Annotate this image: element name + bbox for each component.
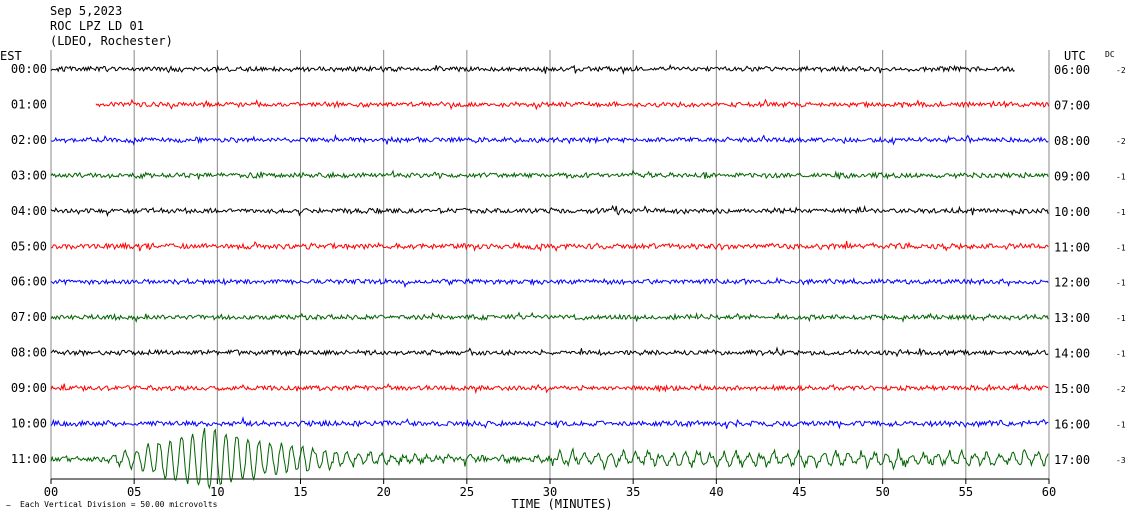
dc-offset-value: -1	[1116, 421, 1126, 430]
footnote-marker: ~	[6, 501, 11, 510]
x-tick-label-60: 60	[1042, 485, 1056, 499]
dc-offset-value: -3	[1116, 456, 1126, 465]
est-hour-label: 02:00	[11, 133, 47, 147]
dc-offset-value: -1	[1116, 350, 1126, 359]
recording-date: Sep 5,2023	[50, 4, 123, 18]
est-hour-label: 08:00	[11, 346, 47, 360]
x-tick-label-20: 20	[376, 485, 390, 499]
utc-hour-labels: 06:00 07:00 08:00 09:00 10:00 11:00 12:00 13:00…	[1054, 63, 1090, 467]
est-hour-label: 04:00	[11, 204, 47, 218]
trace-1000	[50, 204, 1049, 218]
dc-label: DC	[1105, 50, 1115, 59]
utc-hour-label: 12:00	[1054, 276, 1090, 290]
utc-hour-label: 10:00	[1054, 205, 1090, 219]
dc-offset-labels: -2 -2 -1 -1 -1 -1 -1 -1 -2 -1 -3	[1116, 66, 1126, 465]
trace-0600	[50, 64, 1015, 75]
utc-hour-label: 15:00	[1054, 382, 1090, 396]
x-tick-label-30: 30	[543, 485, 557, 499]
seismogram-traces	[50, 64, 1050, 490]
dc-offset-value: -2	[1116, 66, 1126, 75]
x-tick-labels: 00 05 10 15 20 25 30 35 40 45 50 55 60	[44, 485, 1056, 499]
utc-hour-label: 14:00	[1054, 347, 1090, 361]
dc-offset-value: -1	[1116, 208, 1126, 217]
utc-label: UTC	[1064, 49, 1086, 63]
est-hour-label: 11:00	[11, 452, 47, 466]
station-id: ROC LPZ LD 01	[50, 19, 144, 33]
x-tick-label-40: 40	[709, 485, 723, 499]
network-name: (LDEO, Rochester)	[50, 34, 173, 48]
x-tick-label-25: 25	[460, 485, 474, 499]
x-tick-label-50: 50	[875, 485, 889, 499]
dc-offset-value: -1	[1116, 243, 1126, 252]
utc-hour-label: 09:00	[1054, 169, 1090, 183]
trace-1500	[50, 382, 1049, 395]
dc-offset-value: -2	[1116, 385, 1126, 394]
utc-hour-label: 06:00	[1054, 63, 1090, 77]
utc-hour-label: 11:00	[1054, 240, 1090, 254]
dc-offset-value: -1	[1116, 314, 1126, 323]
x-tick-label-10: 10	[210, 485, 224, 499]
utc-hour-label: 16:00	[1054, 418, 1090, 432]
utc-hour-label: 17:00	[1054, 453, 1090, 467]
est-hour-label: 07:00	[11, 310, 47, 324]
time-grid	[50, 50, 1050, 484]
x-tick-label-05: 05	[127, 485, 141, 499]
est-hour-labels: 00:00 01:00 02:00 03:00 04:00 05:00 06:00 07:00…	[11, 62, 47, 466]
trace-1400	[50, 346, 1049, 358]
trace-0800	[50, 133, 1049, 146]
x-tick-label-35: 35	[626, 485, 640, 499]
trace-0900	[50, 169, 1049, 180]
x-tick-label-55: 55	[959, 485, 973, 499]
trace-1700	[50, 427, 1049, 490]
scale-footnote: Each Vertical Division = 50.00 microvolt…	[20, 500, 218, 509]
est-hour-label: 03:00	[11, 168, 47, 182]
est-hour-label: 01:00	[11, 97, 47, 111]
est-hour-label: 00:00	[11, 62, 47, 76]
dc-offset-value: -2	[1116, 137, 1126, 146]
dc-offset-value: -1	[1116, 279, 1126, 288]
trace-1100	[50, 240, 1049, 253]
est-hour-label: 09:00	[11, 381, 47, 395]
est-hour-label: 06:00	[11, 275, 47, 289]
utc-hour-label: 07:00	[1054, 98, 1090, 112]
utc-hour-label: 13:00	[1054, 311, 1090, 325]
est-hour-label: 10:00	[11, 417, 47, 431]
est-label: EST	[0, 49, 22, 63]
trace-1600	[50, 416, 1049, 430]
x-axis-title: TIME (MINUTES)	[511, 497, 612, 511]
trace-1300	[50, 311, 1049, 324]
x-tick-label-00: 00	[44, 485, 58, 499]
trace-1200	[50, 276, 1049, 289]
est-hour-label: 05:00	[11, 239, 47, 253]
utc-hour-label: 08:00	[1054, 134, 1090, 148]
trace-0700	[95, 98, 1050, 111]
dc-offset-value: -1	[1116, 172, 1126, 181]
x-tick-label-45: 45	[792, 485, 806, 499]
x-tick-label-15: 15	[293, 485, 307, 499]
